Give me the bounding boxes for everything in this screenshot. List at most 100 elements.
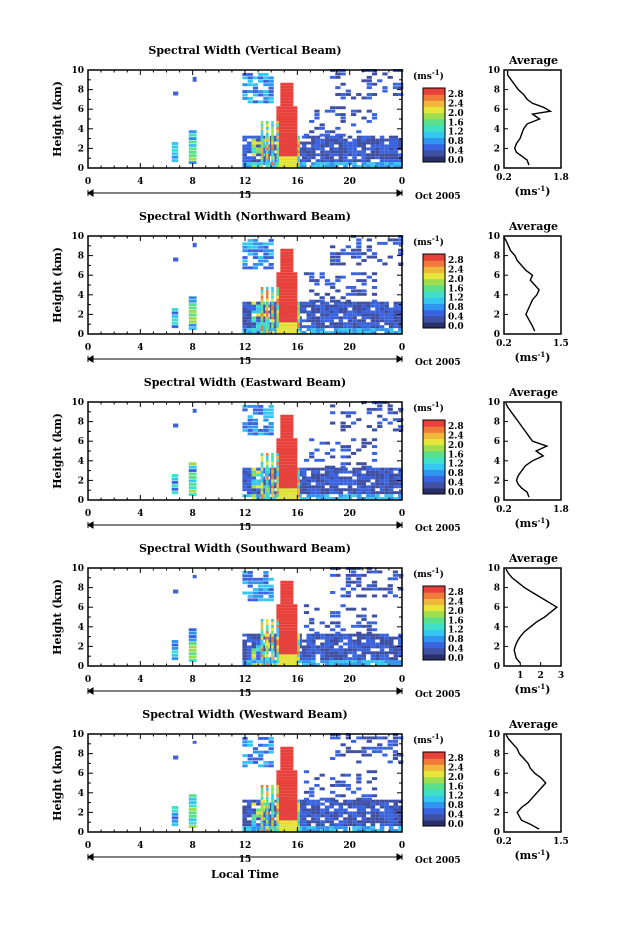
heatmap-cell bbox=[260, 295, 264, 299]
heatmap-cell bbox=[370, 633, 376, 637]
heatmap-cell bbox=[301, 814, 307, 818]
heatmap-cell bbox=[256, 654, 261, 658]
heatmap-cell bbox=[320, 829, 325, 832]
heatmap-cell bbox=[398, 331, 403, 334]
heatmap-cell bbox=[276, 826, 298, 830]
heatmap-cell bbox=[324, 301, 330, 305]
heatmap-cell bbox=[350, 790, 357, 794]
heatmap-cell bbox=[345, 462, 351, 466]
heatmap-cell bbox=[271, 648, 274, 652]
heatmap-cell bbox=[265, 636, 269, 640]
heatmap-cell bbox=[384, 642, 389, 646]
profile-y-tick-label: 4 bbox=[494, 623, 500, 633]
heatmap-cell bbox=[297, 467, 300, 471]
heatmap-cell bbox=[371, 285, 378, 289]
heatmap-cell bbox=[247, 266, 253, 270]
heatmap-cell bbox=[324, 639, 330, 643]
colorbar-segment bbox=[423, 125, 445, 132]
unit-label: (ms-1) bbox=[413, 566, 444, 580]
y-tick-label: 0 bbox=[78, 330, 84, 340]
heatmap-cell bbox=[338, 147, 344, 151]
heatmap-cell bbox=[306, 301, 312, 305]
heatmap-cell bbox=[330, 259, 336, 262]
heatmap-cell bbox=[379, 476, 385, 480]
heatmap-cell bbox=[188, 154, 197, 158]
heatmap-cell bbox=[388, 808, 394, 812]
heatmap-cell bbox=[256, 657, 261, 661]
heatmap-cell bbox=[324, 636, 330, 640]
heatmap-cell bbox=[260, 826, 264, 830]
heatmap-cell bbox=[263, 581, 269, 585]
heatmap-cell bbox=[306, 491, 312, 495]
heatmap-cell bbox=[324, 465, 331, 469]
heatmap-cell bbox=[252, 249, 259, 253]
heatmap-cell bbox=[297, 654, 300, 658]
heatmap-cell bbox=[265, 310, 269, 314]
colorbar-tick-label: 2.8 bbox=[448, 754, 464, 764]
heatmap-cell bbox=[356, 805, 362, 809]
heatmap-cell bbox=[366, 138, 371, 142]
heatmap-cell bbox=[251, 826, 257, 830]
heatmap-cell bbox=[347, 811, 353, 815]
heatmap-cell bbox=[268, 256, 274, 260]
heatmap-cell bbox=[393, 799, 399, 803]
heatmap-cell bbox=[375, 654, 380, 658]
heatmap-cell bbox=[276, 147, 298, 151]
heatmap-cell bbox=[320, 494, 325, 498]
heatmap-cell bbox=[280, 586, 294, 590]
heatmap-cell bbox=[356, 799, 362, 803]
heatmap-cell bbox=[335, 86, 341, 90]
heatmap-cell bbox=[258, 750, 264, 754]
heatmap-cell bbox=[333, 162, 339, 166]
colorbar-segment bbox=[423, 420, 445, 427]
heatmap-cell bbox=[246, 144, 252, 148]
heatmap-cell bbox=[320, 313, 325, 317]
heatmap-cell bbox=[306, 657, 312, 661]
heatmap-cell bbox=[356, 165, 362, 168]
heatmap-cell bbox=[311, 663, 316, 666]
heatmap-cell bbox=[350, 255, 357, 259]
heatmap-cell bbox=[356, 494, 362, 498]
heatmap-cell bbox=[271, 642, 274, 646]
heatmap-cell bbox=[320, 479, 325, 483]
heatmap-cell bbox=[188, 659, 197, 663]
heatmap-cell bbox=[333, 657, 339, 661]
heatmap-cell bbox=[280, 417, 294, 421]
heatmap-cell bbox=[306, 485, 312, 489]
heatmap-cell bbox=[265, 823, 269, 827]
heatmap-cell bbox=[276, 497, 298, 500]
profile-y-tick-label: 2 bbox=[494, 310, 500, 320]
heatmap-cell bbox=[265, 301, 269, 305]
heatmap-cell bbox=[315, 802, 321, 806]
heatmap-cell bbox=[350, 411, 357, 415]
heatmap-cell bbox=[324, 651, 330, 655]
heatmap-cell bbox=[370, 165, 376, 168]
heatmap-cell bbox=[297, 304, 300, 308]
heatmap-cell bbox=[356, 301, 362, 305]
heatmap-cell bbox=[335, 279, 341, 283]
heatmap-cell bbox=[247, 96, 253, 100]
heatmap-cell bbox=[324, 811, 330, 815]
heatmap-cell bbox=[352, 814, 357, 818]
heatmap-cell bbox=[247, 418, 253, 422]
heatmap-cell bbox=[352, 319, 357, 323]
heatmap-cell bbox=[263, 577, 269, 581]
heatmap-cell bbox=[384, 138, 389, 142]
heatmap-cell bbox=[242, 485, 247, 489]
colorbar-tick-label: 0.8 bbox=[448, 303, 464, 313]
heatmap-cell bbox=[315, 473, 321, 477]
heatmap-cell bbox=[280, 432, 294, 436]
heatmap-cell bbox=[377, 736, 383, 740]
profile-y-tick-label: 0 bbox=[494, 330, 500, 340]
heatmap-cell bbox=[352, 657, 357, 661]
heatmap-cell bbox=[251, 135, 257, 139]
heatmap-cell bbox=[392, 86, 399, 90]
profile-unit-close: ) bbox=[545, 517, 550, 530]
heatmap-cell bbox=[276, 141, 280, 145]
colorbar-segment bbox=[423, 770, 445, 778]
heatmap-cell bbox=[333, 799, 339, 803]
heatmap-cell bbox=[352, 144, 357, 148]
heatmap-cell bbox=[335, 289, 341, 293]
heatmap-cell bbox=[320, 823, 325, 827]
heatmap-cell bbox=[256, 633, 261, 637]
